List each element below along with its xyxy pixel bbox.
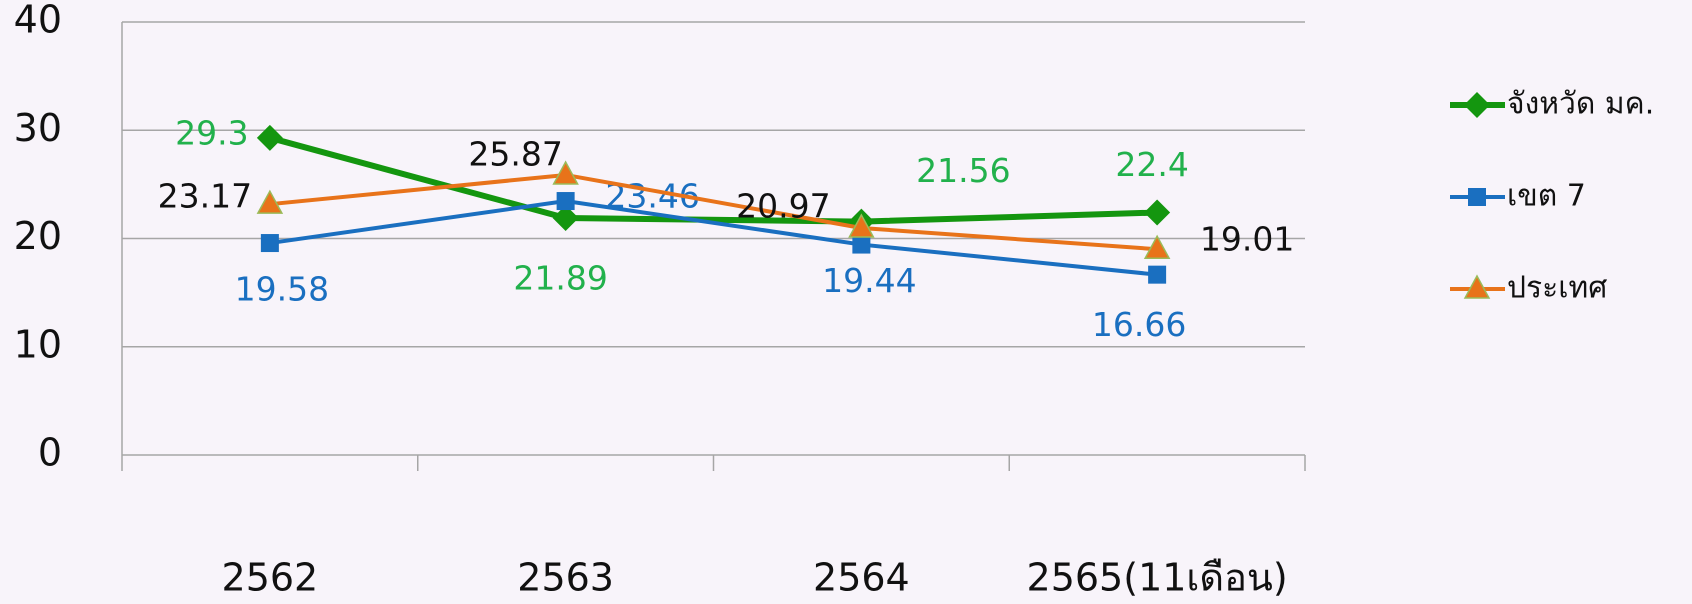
x-tick-label: 2562 bbox=[222, 556, 319, 600]
data-label: 22.4 bbox=[1115, 145, 1188, 184]
data-label: 19.58 bbox=[235, 270, 329, 309]
legend-label: ประเทศ bbox=[1507, 271, 1607, 306]
marker bbox=[1143, 234, 1171, 259]
marker bbox=[552, 205, 579, 232]
data-label: 16.66 bbox=[1092, 305, 1186, 344]
series-line bbox=[269, 199, 1158, 277]
data-label: 19.01 bbox=[1200, 220, 1294, 259]
data-label: 21.56 bbox=[916, 151, 1010, 190]
y-tick-label: 0 bbox=[38, 431, 62, 475]
data-label: 25.87 bbox=[468, 134, 562, 173]
data-label: 21.89 bbox=[513, 259, 607, 298]
legend-label: เขต 7 bbox=[1507, 179, 1586, 214]
marker bbox=[848, 213, 875, 238]
marker bbox=[1148, 265, 1167, 284]
marker bbox=[1144, 199, 1171, 226]
legend-label: จังหวัด มค. bbox=[1507, 87, 1654, 122]
marker bbox=[260, 234, 279, 253]
x-tick-label: 2563 bbox=[517, 556, 614, 600]
data-label: 19.44 bbox=[822, 261, 916, 300]
marker bbox=[256, 124, 283, 151]
marker bbox=[1463, 274, 1491, 299]
marker bbox=[1468, 188, 1486, 206]
marker bbox=[1464, 92, 1490, 118]
y-tick-label: 30 bbox=[14, 106, 62, 150]
data-label: 29.3 bbox=[175, 113, 248, 152]
x-tick-label: 2564 bbox=[813, 556, 910, 600]
marker bbox=[552, 160, 579, 185]
y-tick-label: 40 bbox=[14, 0, 62, 42]
marker bbox=[256, 189, 284, 214]
marker bbox=[852, 235, 871, 254]
series-line bbox=[269, 172, 1158, 252]
x-tick-label: 2565(11เดือน) bbox=[1027, 556, 1288, 600]
data-label: 20.97 bbox=[736, 186, 830, 225]
data-label: 23.17 bbox=[158, 177, 252, 216]
marker bbox=[556, 192, 575, 211]
series-line bbox=[269, 134, 1158, 225]
y-tick-label: 20 bbox=[14, 214, 62, 258]
y-tick-label: 10 bbox=[14, 322, 62, 366]
